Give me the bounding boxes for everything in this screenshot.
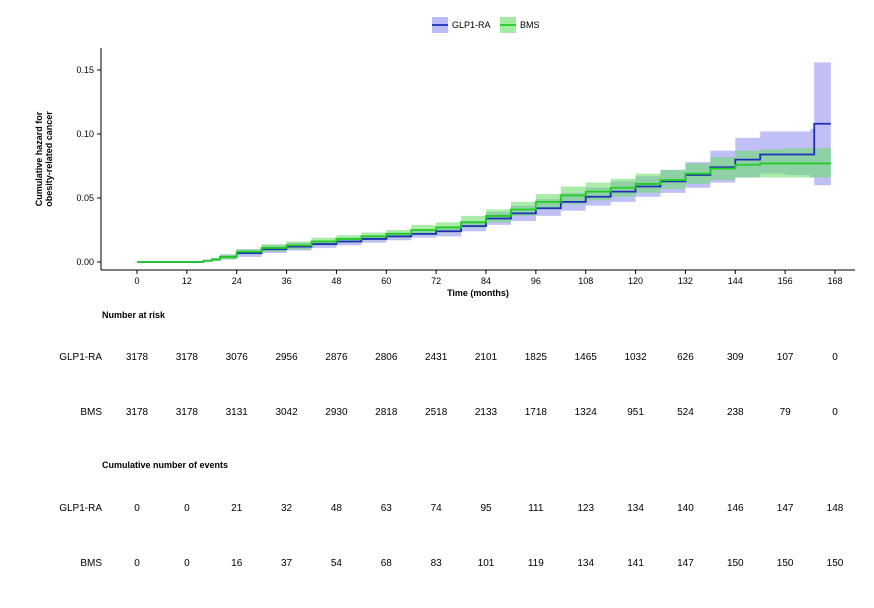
table-cell: 3178 <box>125 352 149 363</box>
table-cell: 74 <box>430 503 442 514</box>
y-axis-label-line-1: obesity-related cancer <box>44 111 54 207</box>
table-cell: 2818 <box>375 407 398 418</box>
table-cell: 3178 <box>175 407 198 418</box>
table-cell: 309 <box>726 352 744 363</box>
x-tick-label-72: 72 <box>431 276 441 286</box>
table-cell: 1825 <box>524 352 547 363</box>
table-cell: 68 <box>380 558 392 569</box>
line-glp1-ra <box>137 122 831 263</box>
table-cell: 63 <box>380 503 392 514</box>
table-cell: 48 <box>330 503 342 514</box>
events-table-title: Cumulative number of events <box>102 460 229 470</box>
x-tick-label-132: 132 <box>678 276 693 286</box>
legend-label-glp1-ra: GLP1-RA <box>452 20 491 30</box>
table-cell: 83 <box>430 558 442 569</box>
table-cell: 134 <box>627 503 644 514</box>
legend: GLP1-RA BMS <box>432 17 540 33</box>
table-cell: 0 <box>184 558 190 569</box>
x-tick-label-84: 84 <box>481 276 491 286</box>
y-tick-label-0.10: 0.10 <box>76 129 94 139</box>
table-cell: 1032 <box>624 352 647 363</box>
table-cell: 626 <box>677 352 694 363</box>
confidence-bands <box>137 62 831 262</box>
table-cell: 141 <box>627 558 644 569</box>
table-cell: 524 <box>677 407 694 418</box>
table-cell: 0 <box>134 558 140 569</box>
table-cell: 2956 <box>275 352 298 363</box>
x-tick-label-36: 36 <box>282 276 292 286</box>
table-cell: 107 <box>776 352 794 363</box>
table-cell: 2806 <box>375 352 398 363</box>
y-axis-label-line-0: Cumulative hazard for <box>34 111 44 206</box>
row-label: BMS <box>80 407 102 418</box>
table-cell: 0 <box>134 503 140 514</box>
table-cell: 101 <box>477 558 495 569</box>
y-tick-label-0.05: 0.05 <box>76 193 94 203</box>
row-label: GLP1-RA <box>59 352 102 363</box>
table-cell: 0 <box>184 503 190 514</box>
table-cell: 150 <box>826 558 844 569</box>
table-cell: 95 <box>480 503 492 514</box>
table-cell: 123 <box>577 503 595 514</box>
x-tick-label-156: 156 <box>778 276 793 286</box>
x-tick-label-24: 24 <box>232 276 242 286</box>
x-tick-label-144: 144 <box>728 276 743 286</box>
y-axis-label: Cumulative hazard forobesity-related can… <box>34 111 54 207</box>
y-tick-label-0.15: 0.15 <box>76 65 94 75</box>
table-cell: 37 <box>281 558 293 569</box>
table-cell: 0 <box>832 407 838 418</box>
table-cell: 119 <box>527 558 544 569</box>
x-axis-label: Time (months) <box>447 288 509 298</box>
table-cell: 3178 <box>175 352 198 363</box>
table-cell: 146 <box>726 503 744 514</box>
risk-table-title: Number at risk <box>102 310 166 320</box>
table-cell: 140 <box>677 503 694 514</box>
table-cell: 2133 <box>474 407 498 418</box>
table-cell: 148 <box>826 503 844 514</box>
table-cell: 134 <box>577 558 595 569</box>
table-cell: 2930 <box>325 407 348 418</box>
table-cell: 1324 <box>574 407 597 418</box>
table-cell: 111 <box>528 503 544 514</box>
series-lines <box>137 122 831 263</box>
table-cell: 2518 <box>425 407 448 418</box>
table-cell: 150 <box>726 558 744 569</box>
table-cell: 2101 <box>474 352 498 363</box>
x-tick-label-0: 0 <box>134 276 139 286</box>
x-tick-label-12: 12 <box>182 276 192 286</box>
x-tick-label-168: 168 <box>827 276 842 286</box>
table-cell: 3178 <box>125 407 149 418</box>
row-label: BMS <box>80 558 102 569</box>
table-cell: 238 <box>726 407 744 418</box>
x-tick-label-60: 60 <box>381 276 391 286</box>
x-tick-label-108: 108 <box>578 276 593 286</box>
table-cell: 16 <box>231 558 243 569</box>
table-cell: 79 <box>779 407 791 418</box>
table-cell: 147 <box>677 558 694 569</box>
x-tick-label-120: 120 <box>628 276 643 286</box>
table-cell: 1718 <box>524 407 547 418</box>
axes: 0 12 24 36 48 60 72 84 96 108 120 132 144 156 168 0.00 0… <box>34 48 855 298</box>
table-cell: 3042 <box>275 407 298 418</box>
table-cell: 3131 <box>225 407 248 418</box>
table-cell: 3076 <box>225 352 248 363</box>
table-cell: 2876 <box>325 352 348 363</box>
table-cell: 2431 <box>425 352 448 363</box>
table-cell: 1465 <box>574 352 597 363</box>
line-bms <box>137 162 831 263</box>
x-tick-label-96: 96 <box>531 276 541 286</box>
table-cell: 147 <box>776 503 794 514</box>
table-cell: 32 <box>281 503 293 514</box>
table-cell: 951 <box>627 407 644 418</box>
row-label: GLP1-RA <box>59 503 102 514</box>
x-tick-label-48: 48 <box>331 276 341 286</box>
table-cell: 0 <box>832 352 838 363</box>
table-cell: 21 <box>231 503 243 514</box>
legend-label-bms: BMS <box>520 20 540 30</box>
table-cell: 150 <box>776 558 794 569</box>
band-bms <box>137 148 831 262</box>
table-cell: 54 <box>330 558 342 569</box>
cumulative-hazard-chart: GLP1-RA BMS 0 12 24 36 48 60 72 84 96 108 120 132 144… <box>34 17 855 298</box>
y-tick-label-0.00: 0.00 <box>76 257 94 267</box>
